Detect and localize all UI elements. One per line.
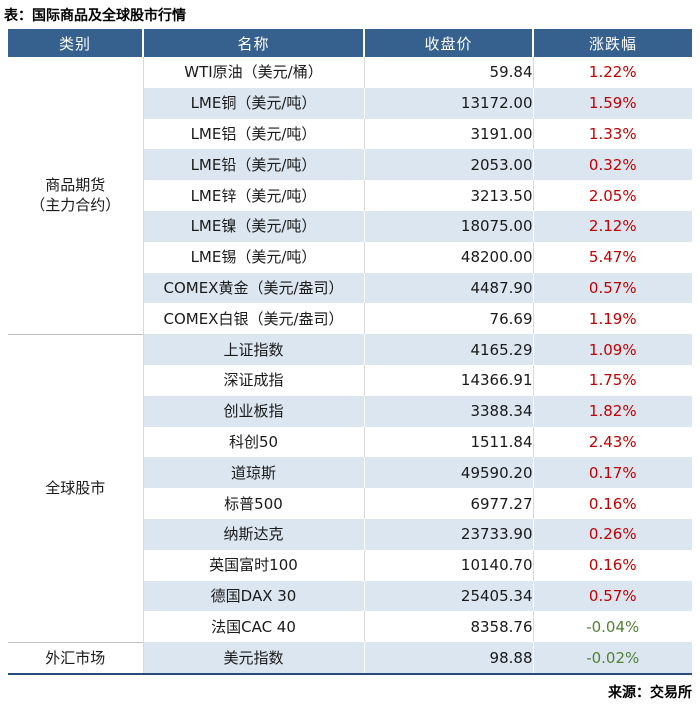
change-percent-cell: 1.82% bbox=[533, 395, 692, 427]
close-price-cell: 76.69 bbox=[364, 303, 534, 335]
header-cell-close: 收盘价 bbox=[364, 29, 534, 57]
table-row: LME锌（美元/吨） 3213.50 2.05% bbox=[8, 180, 692, 211]
table-row: 外汇市场 美元指数 98.88 -0.02% bbox=[8, 641, 692, 674]
name-cell: LME铅（美元/吨） bbox=[143, 149, 365, 181]
table-row: 科创50 1511.84 2.43% bbox=[8, 426, 692, 458]
category-label: 商品期货 bbox=[45, 176, 106, 195]
name-cell: LME锡（美元/吨） bbox=[143, 241, 365, 273]
table-row: LME铅（美元/吨） 2053.00 0.32% bbox=[8, 149, 692, 181]
close-price-cell: 48200.00 bbox=[364, 241, 534, 273]
header-cell-change: 涨跌幅 bbox=[533, 29, 692, 57]
close-price-cell: 3213.50 bbox=[364, 180, 534, 211]
category-label: 外汇市场 bbox=[45, 649, 106, 668]
name-cell: LME铜（美元/吨） bbox=[143, 87, 365, 119]
table-row: 标普500 6977.27 0.16% bbox=[8, 488, 692, 519]
name-cell: 英国富时100 bbox=[143, 549, 365, 581]
change-percent-cell: -0.04% bbox=[586, 617, 640, 636]
change-percent-cell: 1.59% bbox=[533, 87, 692, 119]
table-row: 创业板指 3388.34 1.82% bbox=[8, 395, 692, 427]
table-row: COMEX白银（美元/盎司） 76.69 1.19% bbox=[8, 303, 692, 335]
close-price-cell: 14366.91 bbox=[364, 364, 534, 396]
header-row: 类别 名称 收盘价 涨跌幅 bbox=[8, 29, 692, 57]
name-cell: 标普500 bbox=[143, 488, 365, 519]
name-cell: 创业板指 bbox=[143, 395, 365, 427]
table-header: 类别 名称 收盘价 涨跌幅 bbox=[8, 29, 692, 57]
table-title: 表：国际商品及全球股市行情 bbox=[4, 8, 186, 24]
change-percent-cell: 1.19% bbox=[588, 309, 637, 328]
change-percent-cell: 1.75% bbox=[588, 371, 637, 390]
name-cell: LME镍（美元/吨） bbox=[143, 210, 365, 242]
table-row: 商品期货 （主力合约） WTI原油（美元/桶） 59.84 1.22% bbox=[8, 57, 692, 335]
change-percent-cell: 0.16% bbox=[588, 494, 637, 513]
change-percent-cell: 0.57% bbox=[533, 580, 692, 612]
close-price-cell: 13172.00 bbox=[364, 87, 534, 119]
close-price-cell: 2053.00 bbox=[364, 149, 534, 181]
name-cell: 科创50 bbox=[143, 426, 365, 458]
change-percent-cell: 0.16% bbox=[588, 556, 637, 575]
change-percent-cell: 2.43% bbox=[588, 432, 637, 451]
close-price-cell: 23733.90 bbox=[364, 518, 534, 550]
name-cell: 纳斯达克 bbox=[143, 518, 365, 550]
change-percent-cell: 0.32% bbox=[533, 149, 692, 181]
table-bottom-border bbox=[8, 673, 692, 676]
table-row: LME锡（美元/吨） 48200.00 5.47% bbox=[8, 241, 692, 273]
change-percent-cell: 1.22% bbox=[588, 63, 637, 82]
name-cell: LME铝（美元/吨） bbox=[143, 118, 365, 150]
change-percent-cell: 2.12% bbox=[533, 210, 692, 242]
change-percent-cell: 5.47% bbox=[588, 248, 637, 267]
name-cell: 深证成指 bbox=[143, 364, 365, 396]
close-price-cell: 10140.70 bbox=[364, 549, 534, 581]
change-percent-cell: 0.17% bbox=[533, 457, 692, 489]
name-cell: 上证指数 bbox=[143, 334, 365, 365]
name-cell: 道琼斯 bbox=[143, 457, 365, 489]
change-percent-cell: 2.05% bbox=[588, 186, 637, 205]
change-percent-cell: 0.57% bbox=[533, 272, 692, 304]
table-row: 德国DAX 30 25405.34 0.57% bbox=[8, 580, 692, 612]
category-label: 全球股市 bbox=[45, 479, 106, 498]
table-row: LME铜（美元/吨） 13172.00 1.59% bbox=[8, 87, 692, 119]
close-price-cell: 3388.34 bbox=[364, 395, 534, 427]
name-cell: LME锌（美元/吨） bbox=[143, 180, 365, 211]
table-row: 道琼斯 49590.20 0.17% bbox=[8, 457, 692, 489]
name-cell: COMEX白银（美元/盎司） bbox=[143, 303, 365, 335]
table-row: 深证成指 14366.91 1.75% bbox=[8, 364, 692, 396]
close-price-cell: 4165.29 bbox=[364, 334, 534, 365]
header-cell-name: 名称 bbox=[143, 29, 365, 57]
category-cell: 外汇市场 bbox=[8, 641, 144, 674]
close-price-cell: 18075.00 bbox=[364, 210, 534, 242]
close-price-cell: 1511.84 bbox=[364, 426, 534, 458]
name-cell: 美元指数 bbox=[143, 642, 365, 674]
close-price-cell: 98.88 bbox=[364, 642, 534, 674]
category-cell: 全球股市 bbox=[8, 333, 144, 643]
close-price-cell: 59.84 bbox=[364, 57, 534, 88]
header-cell-category: 类别 bbox=[8, 29, 144, 57]
name-cell: COMEX黄金（美元/盎司） bbox=[143, 272, 365, 304]
source-note: 来源：交易所 bbox=[608, 685, 692, 702]
table-body: 商品期货 （主力合约） WTI原油（美元/桶） 59.84 1.22% LME铜（美元/吨… bbox=[8, 57, 692, 674]
close-price-cell: 4487.90 bbox=[364, 272, 534, 304]
table-row: LME镍（美元/吨） 18075.00 2.12% bbox=[8, 210, 692, 242]
name-cell: WTI原油（美元/桶） bbox=[143, 57, 365, 88]
table-row: 全球股市 上证指数 4165.29 1.09% bbox=[8, 333, 692, 643]
change-percent-cell: 1.09% bbox=[533, 334, 692, 365]
close-price-cell: 3191.00 bbox=[364, 118, 534, 150]
close-price-cell: 6977.27 bbox=[364, 488, 534, 519]
table-row: LME铝（美元/吨） 3191.00 1.33% bbox=[8, 118, 692, 150]
table-row: 英国富时100 10140.70 0.16% bbox=[8, 549, 692, 581]
category-cell: 商品期货 （主力合约） bbox=[8, 57, 144, 335]
table-row: 法国CAC 40 8358.76 -0.04% bbox=[8, 611, 692, 643]
table-row: 纳斯达克 23733.90 0.26% bbox=[8, 518, 692, 550]
change-percent-cell: 0.26% bbox=[533, 518, 692, 550]
market-table: 类别 名称 收盘价 涨跌幅 商品期货 （主力合约） WTI原油（美元/桶） 59.84… bbox=[8, 29, 692, 674]
name-cell: 德国DAX 30 bbox=[143, 580, 365, 612]
change-percent-cell: 1.33% bbox=[588, 124, 637, 143]
name-cell: 法国CAC 40 bbox=[143, 611, 365, 643]
close-price-cell: 25405.34 bbox=[364, 580, 534, 612]
category-label: （主力合约） bbox=[30, 196, 121, 215]
table-row: COMEX黄金（美元/盎司） 4487.90 0.57% bbox=[8, 272, 692, 304]
change-percent-cell: -0.02% bbox=[533, 642, 692, 674]
close-price-cell: 8358.76 bbox=[364, 611, 534, 643]
close-price-cell: 49590.20 bbox=[364, 457, 534, 489]
